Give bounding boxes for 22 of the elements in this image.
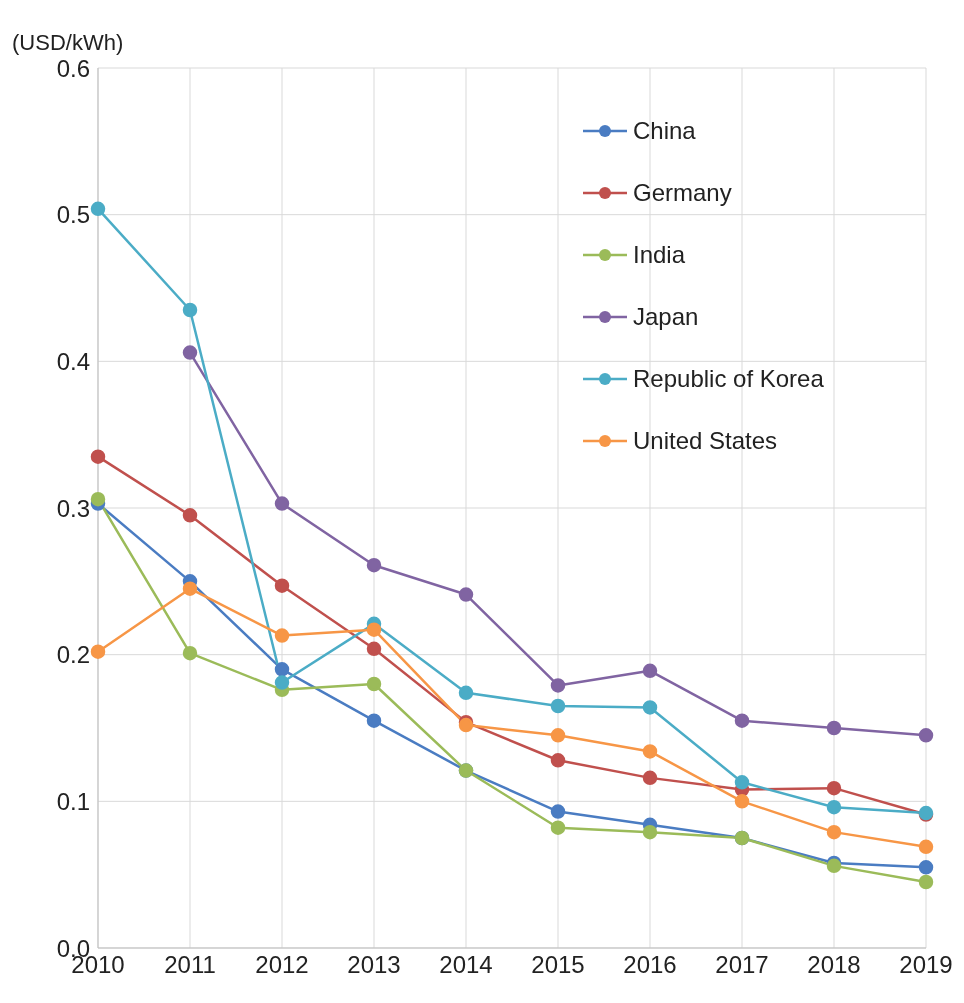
x-tick-label: 2019 — [899, 951, 953, 979]
y-tick-label: 0.1 — [56, 787, 90, 815]
legend-label: Republic of Korea — [633, 365, 824, 393]
y-tick-label: 0.2 — [56, 641, 90, 669]
x-tick-label: 2012 — [255, 951, 309, 979]
legend-label: Japan — [633, 303, 699, 331]
legend-label: Germany — [633, 179, 732, 207]
x-tick-label: 2016 — [623, 951, 677, 979]
x-tick-label: 2013 — [347, 951, 401, 979]
y-tick-label: 0.4 — [56, 347, 90, 375]
legend-label: India — [633, 241, 686, 269]
x-tick-label: 2011 — [164, 951, 216, 979]
legend-label: United States — [633, 427, 778, 455]
y-tick-label: 0.6 — [56, 54, 90, 82]
x-tick-label: 2015 — [531, 951, 585, 979]
x-tick-label: 2014 — [439, 951, 493, 979]
x-tick-label: 2018 — [807, 951, 861, 979]
legend-label: China — [633, 117, 696, 145]
x-tick-label: 2017 — [715, 951, 769, 979]
y-tick-label: 0.5 — [56, 201, 90, 229]
y-tick-label: 0.3 — [56, 494, 90, 522]
y-axis-title: (USD/kWh) — [12, 30, 124, 56]
